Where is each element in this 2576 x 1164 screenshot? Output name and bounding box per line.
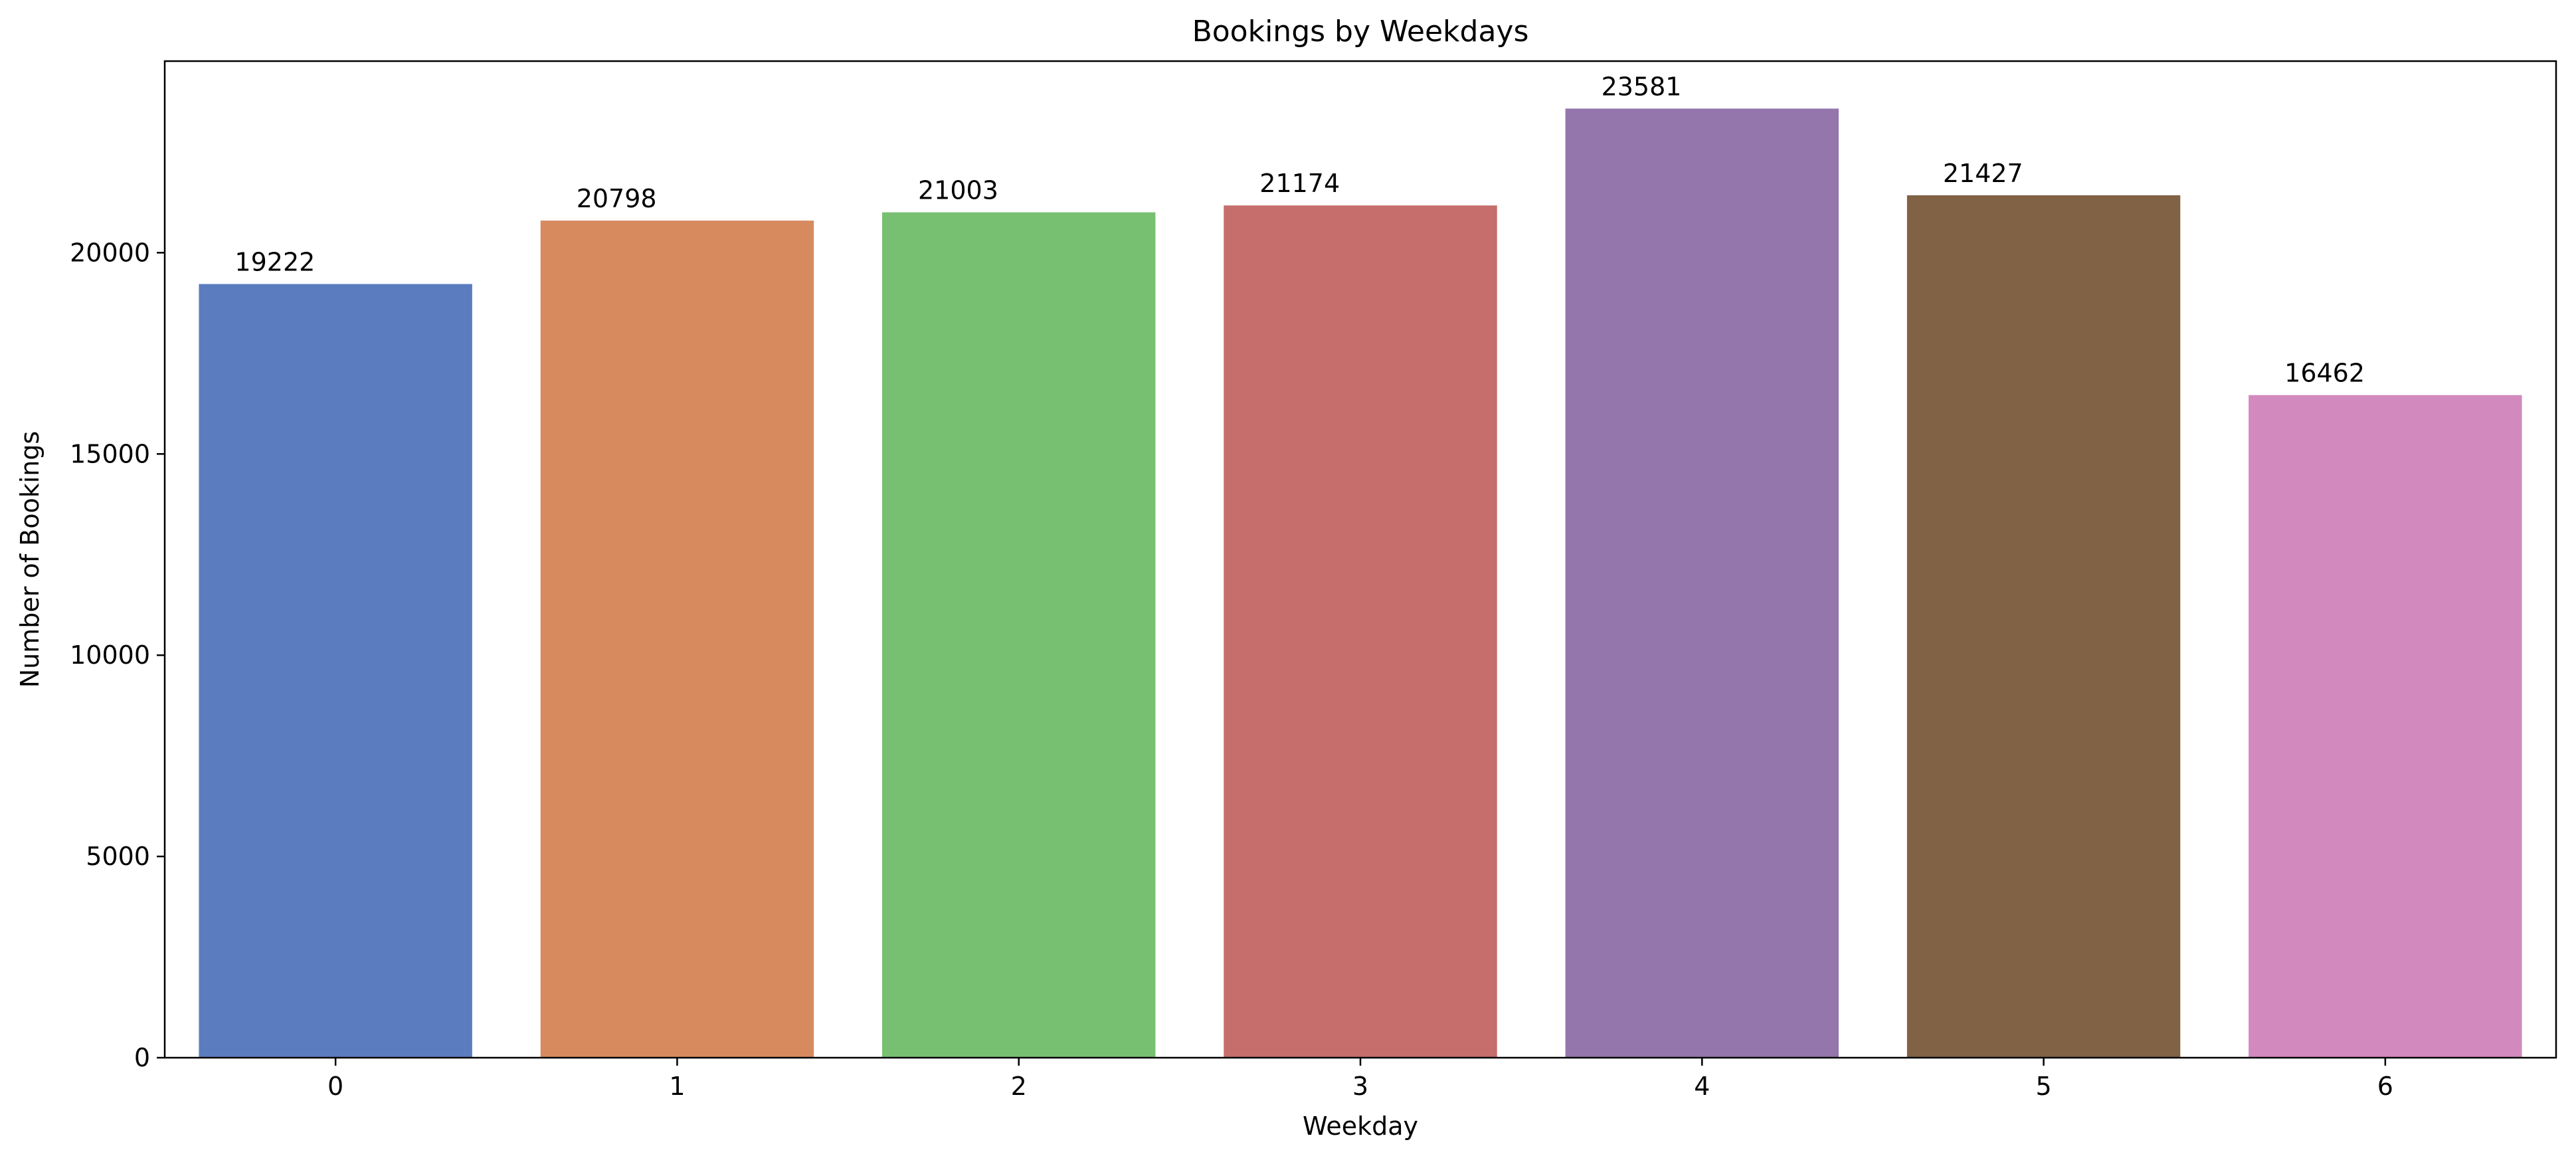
x-tick-label: 3 xyxy=(1352,1072,1368,1101)
y-tick-label: 20000 xyxy=(70,238,150,267)
x-tick-label: 0 xyxy=(327,1072,343,1101)
x-tick-label: 5 xyxy=(2035,1072,2051,1101)
bar-weekday-1 xyxy=(540,221,814,1058)
bar-weekday-4 xyxy=(1565,108,1839,1058)
y-tick-label: 5000 xyxy=(86,842,150,871)
value-labels-group: 19222 20798 21003 21174 23581 21427 16462 xyxy=(234,72,2365,387)
y-tick-label: 10000 xyxy=(70,640,150,670)
bar-weekday-2 xyxy=(882,212,1156,1058)
bar-value-label: 23581 xyxy=(1602,72,1682,101)
bars-group xyxy=(199,108,2522,1058)
bar-weekday-0 xyxy=(199,284,472,1058)
y-tick-label: 15000 xyxy=(70,439,150,468)
plot-frame xyxy=(163,60,2557,1059)
bar-value-label: 20798 xyxy=(577,184,657,213)
bar-value-label: 16462 xyxy=(2284,359,2365,388)
bar-value-label: 21174 xyxy=(1259,169,1340,198)
bar-weekday-3 xyxy=(1224,205,1497,1058)
x-tick-label: 6 xyxy=(2377,1072,2393,1101)
y-axis: 0 5000 10000 15000 20000 xyxy=(70,238,165,1072)
bar-weekday-5 xyxy=(1906,195,2181,1058)
y-axis-label: Number of Bookings xyxy=(15,431,45,688)
bar-weekday-6 xyxy=(2249,395,2522,1058)
x-axis-label: Weekday xyxy=(1303,1112,1418,1141)
bar-value-label: 21427 xyxy=(1943,159,2023,188)
bar-value-label: 21003 xyxy=(918,176,998,205)
x-tick-label: 4 xyxy=(1694,1072,1710,1101)
chart-title: Bookings by Weekdays xyxy=(1192,15,1529,48)
bar-value-label: 19222 xyxy=(234,248,315,277)
x-tick-label: 2 xyxy=(1011,1072,1027,1101)
x-axis: 0 1 2 3 4 5 6 xyxy=(327,1058,2393,1101)
y-tick-label: 0 xyxy=(134,1043,150,1072)
x-tick-label: 1 xyxy=(669,1072,685,1101)
